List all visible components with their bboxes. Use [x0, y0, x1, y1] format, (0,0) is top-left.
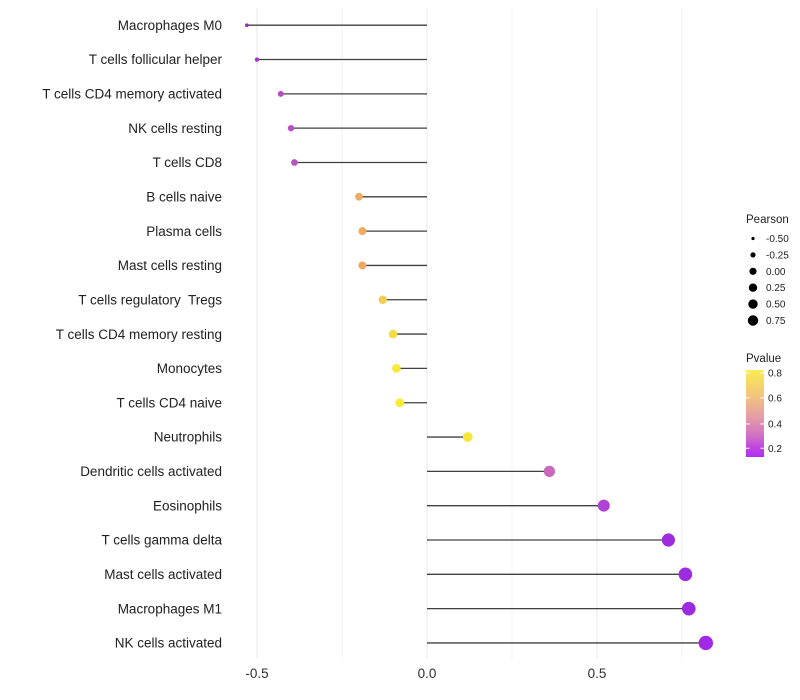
size-legend-label: 0.75 — [766, 316, 786, 327]
data-point — [254, 57, 260, 62]
size-legend-label: -0.25 — [766, 250, 789, 261]
pearson-size-legend: Pearson -0.50 -0.25 0.00 0.25 0.50 0.75 — [746, 214, 789, 327]
size-legend-dot — [750, 252, 756, 258]
colorbar-tick-label: 0.6 — [768, 393, 782, 404]
size-legend-label: 0.25 — [766, 283, 786, 294]
size-legend-label: 0.00 — [766, 267, 786, 278]
data-point — [395, 398, 405, 408]
colorbar-tick-label: 0.2 — [768, 444, 782, 455]
data-point — [388, 329, 398, 339]
color-legend-title: Pvalue — [746, 353, 781, 365]
gridlines-layer — [256, 8, 683, 658]
y-axis-labels: Macrophages M0 T cells follicular helper T… — [42, 18, 222, 651]
y-axis-label: Dendritic cells activated — [80, 464, 222, 479]
data-point — [462, 432, 473, 442]
colorbar — [746, 370, 764, 457]
data-point — [392, 364, 401, 373]
y-axis-label: T cells gamma delta — [101, 533, 222, 548]
size-legend-title: Pearson — [746, 214, 789, 226]
data-point — [661, 533, 676, 547]
size-legend-label: -0.50 — [766, 234, 789, 245]
size-legend-dot — [747, 315, 759, 326]
data-point — [245, 23, 249, 28]
y-axis-label: Eosinophils — [153, 498, 222, 513]
y-axis-label: Neutrophils — [154, 430, 223, 445]
colorbar-tick-label: 0.8 — [768, 369, 782, 380]
data-point — [678, 567, 693, 582]
colorbar-tick-label: 0.4 — [768, 419, 782, 430]
data-point — [358, 261, 367, 270]
points-layer — [245, 23, 713, 651]
y-axis-label: B cells naive — [146, 190, 222, 205]
x-axis-tick-label: 0.5 — [588, 666, 607, 681]
data-point — [355, 192, 363, 201]
y-axis-label: T cells CD4 naive — [116, 395, 222, 410]
y-axis-label: T cells CD4 memory resting — [56, 327, 222, 342]
x-axis-tick-label: -0.5 — [245, 666, 268, 681]
data-point — [378, 295, 387, 304]
y-axis-label: Macrophages M1 — [118, 601, 222, 616]
stems-layer — [246, 24, 706, 644]
data-point — [287, 124, 295, 132]
data-point — [682, 601, 696, 616]
y-axis-label: T cells follicular helper — [89, 52, 223, 67]
size-legend-dot — [748, 299, 758, 309]
y-axis-label: Mast cells resting — [118, 258, 222, 273]
y-axis-label: T cells CD8 — [152, 155, 222, 170]
y-axis-label: Plasma cells — [146, 224, 222, 239]
size-legend-dot — [749, 267, 757, 275]
data-point — [358, 227, 367, 236]
size-legend-dot — [751, 236, 755, 241]
data-point — [291, 159, 298, 166]
x-axis-tick-label: 0.0 — [418, 666, 437, 681]
data-point — [277, 90, 284, 97]
size-legend-label: 0.50 — [766, 300, 786, 311]
y-axis-label: NK cells activated — [115, 636, 222, 651]
data-point — [698, 635, 713, 651]
y-axis-label: Macrophages M0 — [118, 18, 222, 33]
y-axis-label: T cells CD4 memory activated — [42, 87, 222, 102]
y-axis-label: Monocytes — [157, 361, 223, 376]
x-axis-labels: -0.5 0.0 0.5 — [245, 666, 606, 681]
data-point — [597, 499, 610, 512]
data-point — [543, 465, 556, 477]
y-axis-label: NK cells resting — [128, 121, 222, 136]
size-legend-dot — [748, 283, 758, 292]
y-axis-label: T cells regulatory Tregs — [78, 292, 222, 307]
pvalue-color-legend: Pvalue 0.8 0.6 0.4 0.2 — [746, 353, 782, 457]
y-axis-label: Mast cells activated — [104, 567, 222, 582]
